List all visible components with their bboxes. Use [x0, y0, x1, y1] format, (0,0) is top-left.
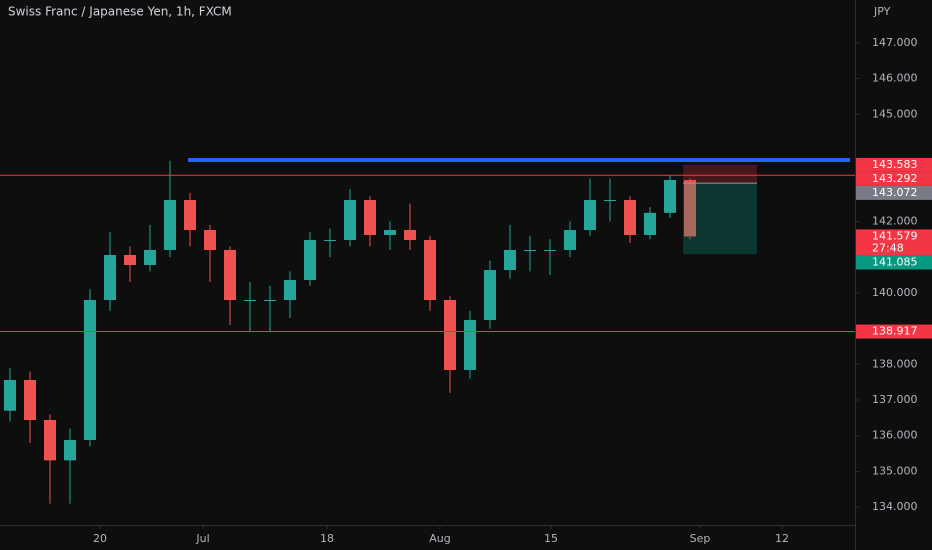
candle-body [364, 200, 376, 235]
price-tag-label: 141.085 [872, 255, 918, 268]
candle-body [564, 230, 576, 250]
candle-body [584, 200, 596, 230]
x-tick-label: Sep [690, 532, 711, 545]
price-tag [856, 324, 932, 339]
candle-body [244, 300, 256, 301]
candle-body [644, 212, 656, 235]
candle-body [444, 300, 456, 370]
candle-body [4, 380, 16, 411]
y-tick-label: 147.000 [872, 36, 918, 49]
countdown-label: 27:48 [872, 241, 904, 254]
candle-body [84, 300, 96, 440]
candle-body [664, 180, 676, 213]
y-tick-label: 134.000 [872, 500, 918, 513]
y-tick-label: 142.000 [872, 214, 918, 227]
y-tick-label: 136.000 [872, 429, 918, 442]
candle-body [604, 200, 616, 201]
chart-title: Swiss Franc / Japanese Yen, 1h, FXCM [8, 5, 232, 19]
price-tag-label: 141.579 [872, 229, 918, 242]
y-tick-label: 135.000 [872, 464, 918, 477]
price-tag-label: 138.917 [872, 325, 918, 338]
candle-body [64, 440, 76, 461]
candle-body [384, 230, 396, 235]
candle-body [304, 240, 316, 280]
candle-body [404, 230, 416, 240]
price-tag [856, 157, 932, 172]
candle-body [624, 200, 636, 235]
candle-body [544, 250, 556, 251]
candle-body [104, 255, 116, 300]
candle-body [264, 300, 276, 301]
candle-body [424, 240, 436, 300]
price-tag [856, 255, 932, 270]
candle-body [464, 320, 476, 370]
candle-body [504, 250, 516, 270]
price-tag [856, 171, 932, 186]
candle-body [184, 200, 196, 230]
price-tag [856, 185, 932, 200]
price-tag-label: 143.072 [872, 186, 918, 199]
candle-body [164, 200, 176, 250]
candle-body [44, 420, 56, 461]
x-tick-label: Jul [195, 532, 209, 545]
candle-body [224, 250, 236, 300]
target-zone [683, 183, 757, 255]
y-tick-label: 146.000 [872, 72, 918, 85]
y-tick-label: 145.000 [872, 107, 918, 120]
candle-body [204, 230, 216, 250]
candle-body [344, 200, 356, 240]
candle-body [684, 180, 696, 237]
y-tick-label: 138.000 [872, 357, 918, 370]
candle-body [484, 270, 496, 320]
x-tick-label: 15 [544, 532, 558, 545]
x-tick-label: 18 [320, 532, 334, 545]
x-tick-label: Aug [429, 532, 450, 545]
y-tick-label: 137.000 [872, 393, 918, 406]
candle-body [284, 280, 296, 300]
unit-label: JPY [873, 5, 891, 18]
stop-zone [683, 164, 757, 184]
candle-body [324, 240, 336, 241]
candle-body [124, 255, 136, 265]
plot-area [4, 160, 696, 504]
y-tick-label: 140.000 [872, 286, 918, 299]
candle-body [524, 250, 536, 251]
x-tick-label: 12 [775, 532, 789, 545]
price-tag-label: 143.583 [872, 158, 918, 171]
x-tick-label: 20 [93, 532, 107, 545]
price-tag-label: 143.292 [872, 172, 918, 185]
candle-body [144, 250, 156, 265]
candle-body [24, 380, 36, 420]
price-tag [856, 229, 932, 256]
